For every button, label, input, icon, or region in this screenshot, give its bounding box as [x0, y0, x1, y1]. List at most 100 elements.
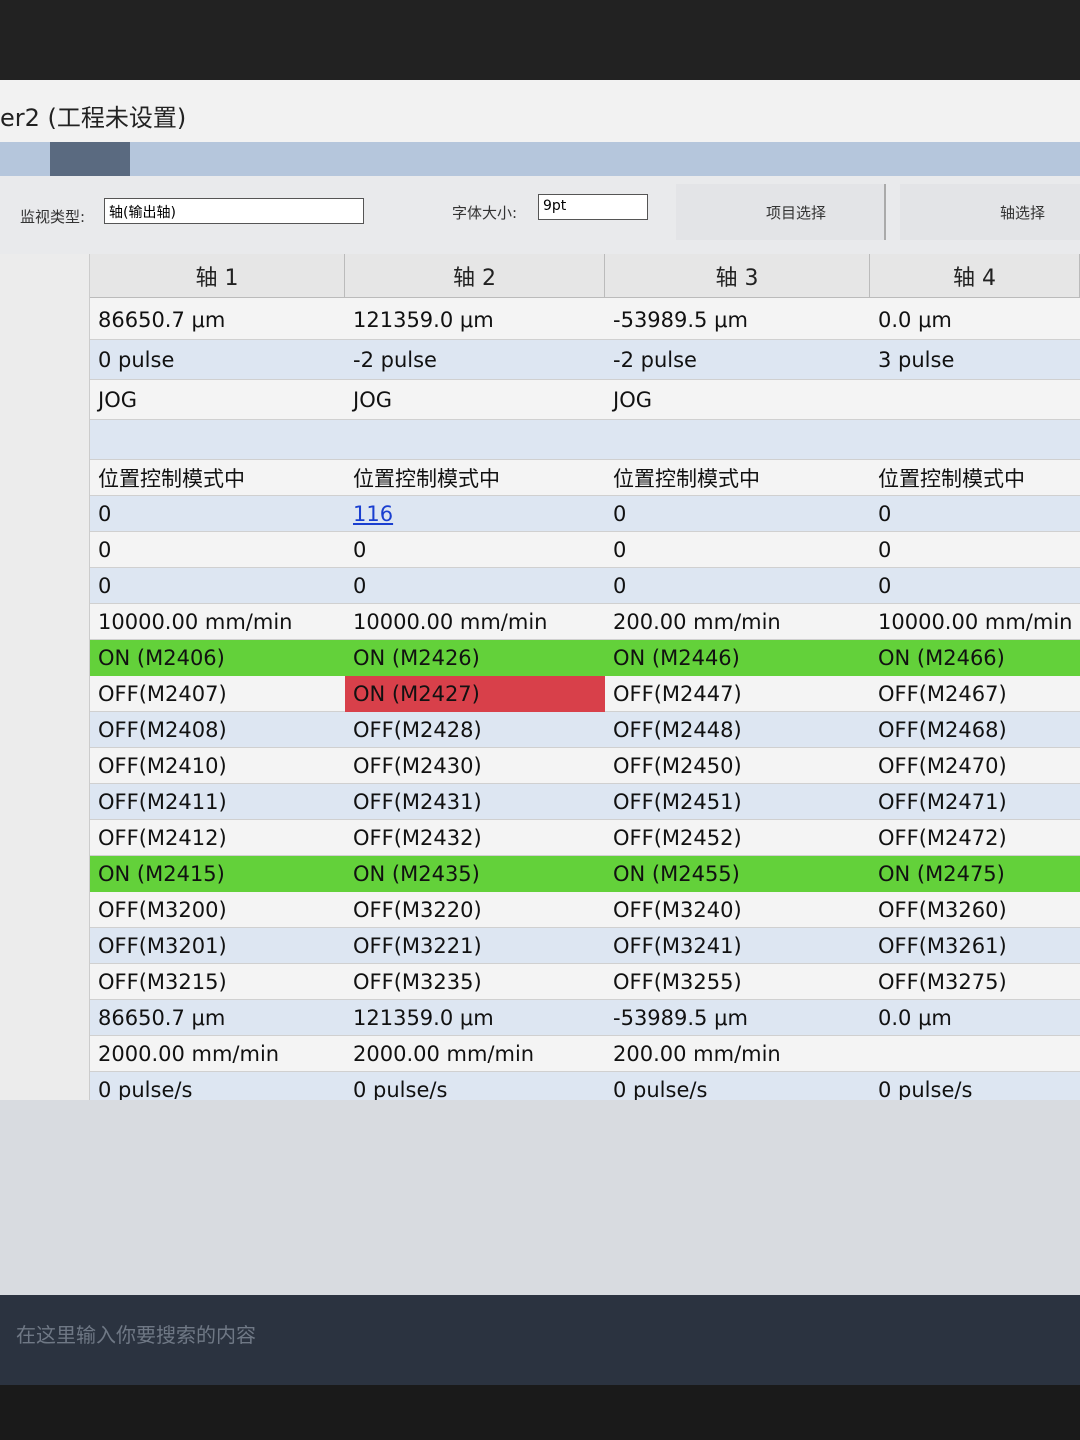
table-cell: OFF(M3260): [878, 898, 1007, 922]
table-row: [90, 496, 1080, 532]
table-cell: 0: [98, 538, 112, 562]
table-cell: JOG: [353, 388, 392, 412]
header-row: [90, 254, 1080, 298]
monitor-type-select[interactable]: 轴(输出轴): [104, 198, 364, 224]
table-cell: 10000.00 mm/min: [98, 610, 293, 634]
button-label: 项目选择: [766, 204, 827, 222]
banner: [0, 142, 1080, 176]
table-cell: 0 pulse/s: [878, 1078, 973, 1102]
table-cell: OFF(M3275): [878, 970, 1007, 994]
empty-cell: [605, 420, 870, 460]
table-cell: OFF(M3261): [878, 934, 1007, 958]
table-cell: ON (M2415): [90, 856, 345, 892]
table-cell: 86650.7 μm: [98, 1006, 226, 1030]
font-size-label: 字体大小:: [452, 204, 518, 222]
font-size-select[interactable]: 9pt: [538, 194, 648, 220]
table-cell: 0: [878, 538, 892, 562]
empty-cell: [870, 380, 1080, 420]
table-cell: 2000.00 mm/min: [353, 1042, 535, 1066]
column-header: 轴 2: [345, 254, 605, 298]
table-cell: OFF(M2450): [613, 754, 742, 778]
table-cell: ON (M2435): [345, 856, 605, 892]
table-row: [90, 1036, 1080, 1072]
table-row: [90, 532, 1080, 568]
table-cell: OFF(M2470): [878, 754, 1007, 778]
button-label: 轴选择: [1000, 204, 1046, 222]
table-cell: 0 pulse/s: [98, 1078, 193, 1102]
table-row: [90, 420, 1080, 460]
empty-area: [0, 1100, 1080, 1295]
taskbar-search[interactable]: 在这里输入你要搜索的内容: [16, 1323, 256, 1347]
table-cell: 10000.00 mm/min: [878, 610, 1073, 634]
table-cell: -53989.5 μm: [613, 308, 748, 332]
table-cell: 200.00 mm/min: [613, 610, 781, 634]
table-cell[interactable]: 116: [353, 502, 394, 526]
empty-cell: [345, 420, 605, 460]
table-cell: 位置控制模式中: [98, 467, 245, 491]
table-cell: JOG: [613, 388, 652, 412]
table-cell: OFF(M2432): [353, 826, 482, 850]
empty-cell: [870, 420, 1080, 460]
empty-cell: [90, 420, 345, 460]
axis-select-button[interactable]: 轴选择: [900, 184, 1080, 240]
table-cell: 0.0 μm: [878, 308, 952, 332]
table-cell: OFF(M3201): [98, 934, 227, 958]
table-row: [90, 1000, 1080, 1036]
table-cell: OFF(M3241): [613, 934, 742, 958]
table-row: [90, 964, 1080, 1000]
table-cell: JOG: [98, 388, 137, 412]
monitor-type-label: 监视类型:: [20, 208, 86, 226]
taskbar: 在这里输入你要搜索的内容: [0, 1295, 1080, 1385]
table-row: [90, 712, 1080, 748]
table-row: [90, 892, 1080, 928]
table-row: [90, 928, 1080, 964]
top-bezel: [0, 0, 1080, 80]
table-row: [90, 340, 1080, 380]
table-cell: 200.00 mm/min: [613, 1042, 781, 1066]
table-cell: OFF(M2452): [613, 826, 742, 850]
table-cell: 0: [878, 502, 892, 526]
table-cell: 位置控制模式中: [353, 467, 500, 491]
title-bar: er2 (工程未设置): [0, 80, 1080, 142]
table-row: [90, 460, 1080, 496]
item-select-button[interactable]: 项目选择: [676, 184, 886, 240]
table-cell: -2 pulse: [353, 348, 437, 372]
table-cell: 0 pulse/s: [613, 1078, 708, 1102]
table-cell: OFF(M3220): [353, 898, 482, 922]
table-cell: OFF(M3240): [613, 898, 742, 922]
table-cell: 121359.0 μm: [353, 1006, 494, 1030]
table-cell: 0 pulse/s: [353, 1078, 448, 1102]
toolbar: 监视类型: 轴(输出轴) 字体大小: 9pt 项目选择 轴选择: [0, 176, 1080, 254]
table-cell: ON (M2406): [90, 640, 345, 676]
table-cell: 0: [98, 574, 112, 598]
table-cell: 0: [878, 574, 892, 598]
table-cell: OFF(M2411): [98, 790, 227, 814]
column-header: 轴 4: [870, 254, 1080, 298]
table-cell: OFF(M3235): [353, 970, 482, 994]
table-cell: OFF(M2467): [878, 682, 1007, 706]
table-cell: 0: [98, 502, 112, 526]
table-cell: 0.0 μm: [878, 1006, 952, 1030]
table-cell: OFF(M2410): [98, 754, 227, 778]
table-cell: OFF(M3255): [613, 970, 742, 994]
table-row: [90, 380, 1080, 420]
table-cell: -2 pulse: [613, 348, 697, 372]
table-cell: ON (M2426): [345, 640, 605, 676]
table-cell: 0: [353, 538, 367, 562]
table-cell: OFF(M2471): [878, 790, 1007, 814]
table-row: [90, 300, 1080, 340]
table-cell: 位置控制模式中: [613, 467, 760, 491]
table-cell: OFF(M3200): [98, 898, 227, 922]
table-cell: 121359.0 μm: [353, 308, 494, 332]
table-cell: OFF(M2408): [98, 718, 227, 742]
table-cell: OFF(M3215): [98, 970, 227, 994]
table-row: [90, 604, 1080, 640]
table-row: [90, 748, 1080, 784]
table-cell: 0 pulse: [98, 348, 175, 372]
table-cell: ON (M2427): [345, 676, 605, 712]
column-header: 轴 3: [605, 254, 870, 298]
table-row: [90, 820, 1080, 856]
table-cell: 位置控制模式中: [878, 467, 1025, 491]
